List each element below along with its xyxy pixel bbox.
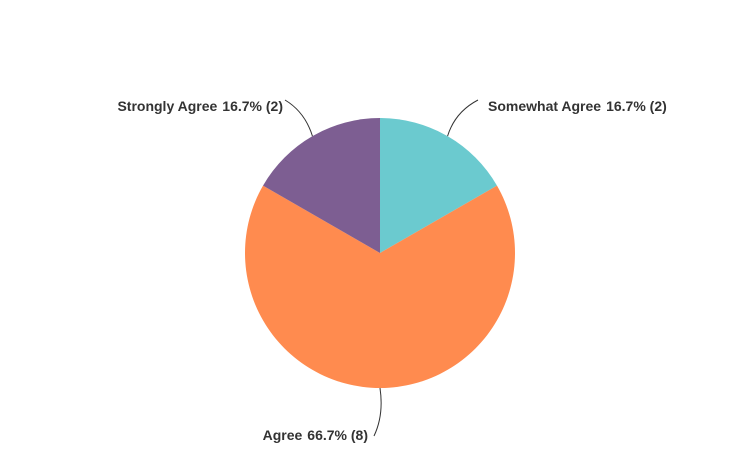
leader-line xyxy=(447,99,479,137)
leader-line xyxy=(284,99,313,137)
pie-slice xyxy=(380,118,497,253)
category-label: Somewhat Agree xyxy=(488,98,601,114)
slice-label: Strongly Agree 16.7% (2) xyxy=(117,98,283,114)
leader-line xyxy=(373,387,382,437)
value-label: 16.7% (2) xyxy=(606,98,667,114)
slice-label: Somewhat Agree 16.7% (2) xyxy=(488,98,667,114)
value-label: 16.7% (2) xyxy=(222,98,283,114)
pie-slice xyxy=(263,118,380,253)
slice-label: Agree 66.7% (8) xyxy=(263,427,368,443)
category-label: Agree xyxy=(263,427,303,443)
category-label: Strongly Agree xyxy=(117,98,217,114)
pie-slice xyxy=(244,185,515,389)
value-label: 66.7% (8) xyxy=(307,427,368,443)
